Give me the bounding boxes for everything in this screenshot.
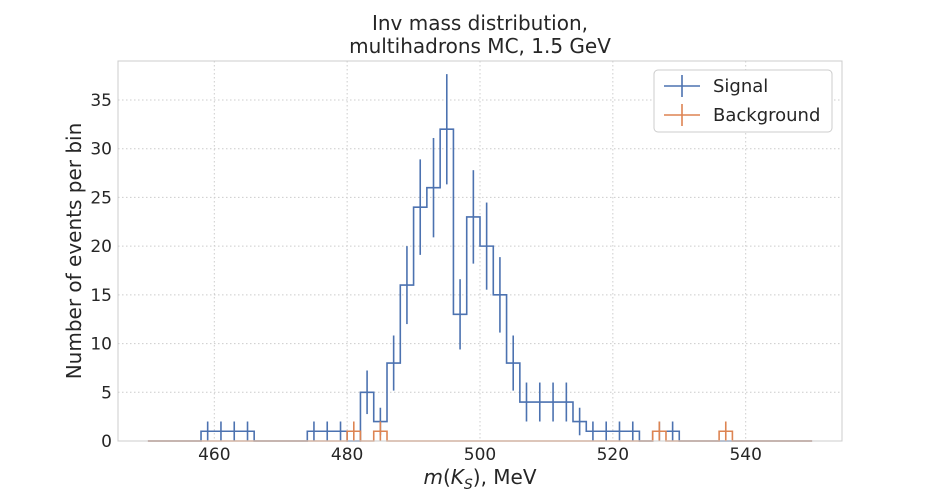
legend-label: Background xyxy=(713,105,820,126)
x-tick-label: 500 xyxy=(464,445,496,465)
y-tick-label: 10 xyxy=(90,335,112,355)
chart-title-line-2: multihadrons MC, 1.5 GeV xyxy=(349,34,611,58)
x-tick-label: 480 xyxy=(331,445,363,465)
x-axis-label: m(KS), MeV xyxy=(423,465,536,493)
x-tick-label: 520 xyxy=(597,445,629,465)
legend: Signal Background xyxy=(653,69,833,133)
legend-entry-signal: Signal xyxy=(664,75,768,97)
tick-labels: 460 480 500 520 540 0 5 10 15 20 25 30 35 xyxy=(90,91,762,465)
y-tick-label: 30 xyxy=(90,140,112,160)
y-axis-label: Number of events per bin xyxy=(62,123,86,380)
y-tick-label: 35 xyxy=(90,91,112,111)
legend-entry-background: Background xyxy=(664,104,820,126)
x-tick-label: 540 xyxy=(729,445,761,465)
y-tick-label: 20 xyxy=(90,237,112,257)
legend-label: Signal xyxy=(713,76,768,97)
y-tick-label: 5 xyxy=(101,383,112,403)
chart-title-line-1: Inv mass distribution, xyxy=(372,11,588,35)
y-tick-label: 0 xyxy=(101,432,112,452)
y-tick-label: 15 xyxy=(90,286,112,306)
plot-frame xyxy=(117,60,843,442)
y-tick-label: 25 xyxy=(90,188,112,208)
x-tick-label: 460 xyxy=(198,445,230,465)
